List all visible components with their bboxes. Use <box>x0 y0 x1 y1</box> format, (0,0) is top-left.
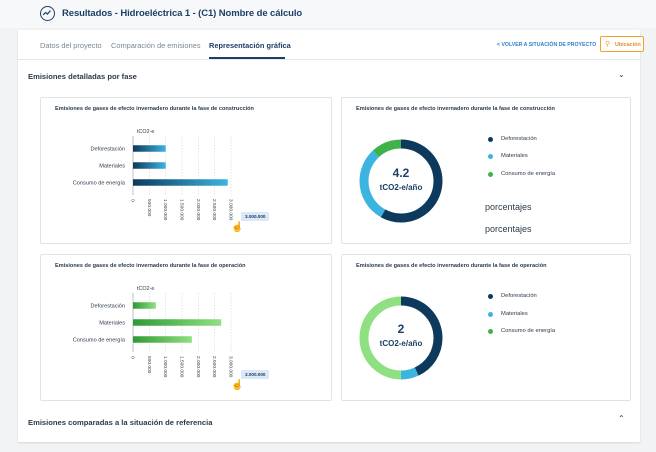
donut-total-unit: tCO2-e/año <box>379 183 423 192</box>
x-tick-label: 0 <box>130 356 136 359</box>
donut-slice[interactable] <box>359 139 443 223</box>
x-tick-label: 1.000.000 <box>162 356 168 378</box>
category-label: Deforestación <box>90 147 125 153</box>
category-label: Consumo de energía <box>73 181 126 187</box>
location-button-label: Ubicación <box>615 41 641 48</box>
donut-slice[interactable] <box>359 296 443 380</box>
operation-donut-title: Emisiones de gases de efecto invernadero… <box>356 263 547 269</box>
location-icon: ⚲ <box>605 41 611 48</box>
category-label: Consumo de energía <box>73 338 126 344</box>
operation-donut-card: Emisiones de gases de efecto invernadero… <box>341 254 631 401</box>
construction-donut-title: Emisiones de gases de efecto invernadero… <box>356 106 555 112</box>
legend-dot-deforestacion <box>488 294 493 299</box>
legend-deforestacion: Deforestación <box>501 136 537 142</box>
top-bar: Resultados - Hidroeléctrica 1 - (C1) Nom… <box>0 0 656 28</box>
construction-bar-title: Emisiones de gases de efecto invernadero… <box>55 106 254 112</box>
legend-energia: Consumo de energía <box>501 328 556 334</box>
bar[interactable] <box>133 302 156 309</box>
donut-total-value: 2 <box>397 322 405 336</box>
hand-cursor-icon: ☝ <box>231 222 244 233</box>
x-tick-label: 2.500.000 <box>211 199 217 221</box>
bar[interactable] <box>133 336 192 343</box>
x-tick-label: 500.000 <box>146 356 152 374</box>
legend-deforestacion: Deforestación <box>501 293 537 299</box>
legend-dot-energia <box>488 172 493 177</box>
donut-total-value: 4.2 <box>392 166 410 180</box>
bar-tooltip: 3.000.000 <box>241 370 270 379</box>
bar-tooltip: 3.000.000 <box>241 212 270 221</box>
section-detailed-emissions[interactable]: Emisiones detalladas por fase <box>28 72 137 81</box>
legend-energia: Consumo de energía <box>501 171 556 177</box>
legend-dot-materiales <box>488 312 493 317</box>
x-tick-label: 0 <box>130 199 136 202</box>
donut-total-unit: tCO2-e/año <box>379 339 423 348</box>
x-tick-label: 1.000.000 <box>162 199 168 221</box>
legend-dot-energia <box>488 329 493 334</box>
x-tick-label: 3.000.000 <box>228 199 234 221</box>
x-tick-label: 1.500.000 <box>179 199 185 221</box>
category-label: Materiales <box>99 321 125 327</box>
tab-comparacion-emisiones[interactable]: Comparación de emisiones <box>111 41 201 50</box>
hand-cursor-icon: ☝ <box>231 380 244 391</box>
category-label: Materiales <box>99 164 125 170</box>
operation-donut-chart <box>359 296 443 380</box>
operation-bar-title: Emisiones de gases de efecto invernadero… <box>55 263 246 269</box>
construction-bar-chart: tCO2-e 0 500.000 1.000.000 1.500.000 2.000.00… <box>73 129 234 221</box>
x-tick-label: 2.500.000 <box>211 356 217 378</box>
bar[interactable] <box>133 145 166 152</box>
chart-icon <box>40 6 55 21</box>
construction-donut-chart <box>359 139 443 223</box>
category-label: Deforestación <box>90 304 125 310</box>
x-tick-label: 1.500.000 <box>179 356 185 378</box>
construction-donut-card: Emisiones de gases de efecto invernadero… <box>341 97 631 244</box>
y-unit-label: tCO2-e <box>137 129 154 135</box>
back-to-project-link[interactable]: < VOLVER A SITUACIÓN DE PROYECTO <box>497 42 597 48</box>
location-button[interactable]: ⚲ Ubicación <box>600 36 644 52</box>
x-tick-label: 2.000.000 <box>195 199 201 221</box>
x-tick-label: 3.000.000 <box>228 356 234 378</box>
operation-bar-chart: tCO2-e 0 500.000 1.000.000 1.500.000 2.000.00… <box>73 286 234 378</box>
legend-dot-materiales <box>488 154 493 159</box>
percent-label: porcentajes <box>485 224 532 234</box>
section-compared-emissions[interactable]: Emisiones comparadas a la situación de r… <box>28 418 213 427</box>
tab-representacion-grafica[interactable]: Representación gráfica <box>209 41 291 50</box>
legend-materiales: Materiales <box>501 311 528 317</box>
bar[interactable] <box>133 179 228 186</box>
percent-label: porcentajes <box>485 202 532 212</box>
construction-bar-card: Emisiones de gases de efecto invernadero… <box>40 97 332 244</box>
active-tab-indicator <box>209 57 285 59</box>
y-unit-label: tCO2-e <box>137 286 154 292</box>
operation-bar-card: Emisiones de gases de efecto invernadero… <box>40 254 332 401</box>
chevron-down-icon[interactable]: ⌄ <box>618 70 625 79</box>
tab-bar: Datos del proyecto Comparación de emisio… <box>18 30 644 60</box>
chevron-up-icon[interactable]: ⌃ <box>618 414 625 423</box>
page-title: Resultados - Hidroeléctrica 1 - (C1) Nom… <box>62 8 303 19</box>
legend-materiales: Materiales <box>501 153 528 159</box>
x-tick-label: 2.000.000 <box>195 356 201 378</box>
legend-dot-deforestacion <box>488 137 493 142</box>
bar[interactable] <box>133 319 222 326</box>
donut-slice[interactable] <box>359 139 443 223</box>
donut-slice[interactable] <box>359 296 443 380</box>
x-tick-label: 500.000 <box>146 199 152 217</box>
bar[interactable] <box>133 162 166 169</box>
tab-datos-proyecto[interactable]: Datos del proyecto <box>40 41 102 50</box>
